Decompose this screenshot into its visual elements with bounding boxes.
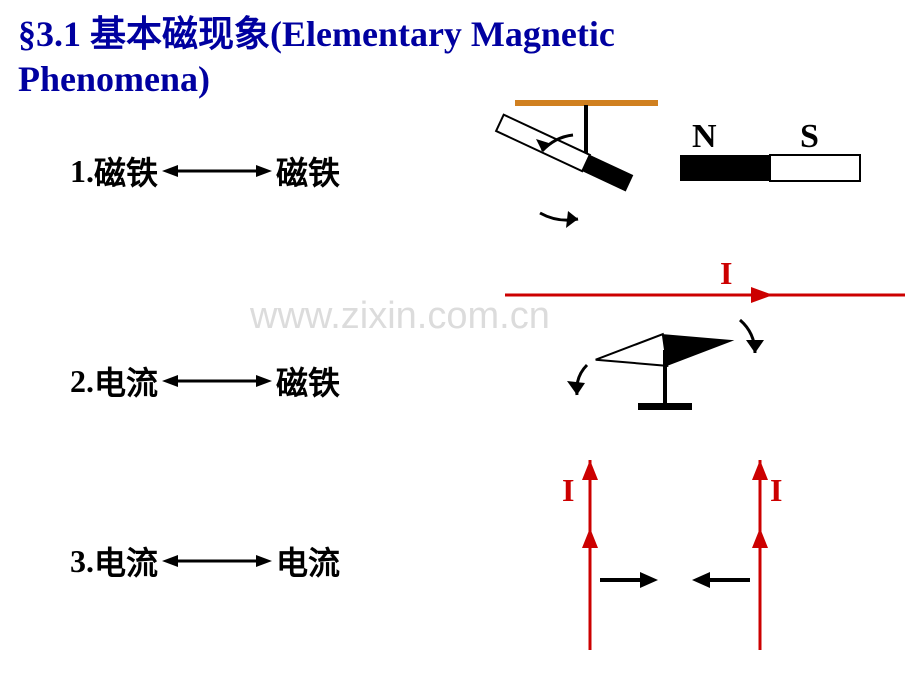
item1-arrow-icon — [162, 161, 272, 181]
label-I-left: I — [562, 472, 574, 509]
item1-left: 磁铁 — [94, 148, 158, 194]
item2-left: 电流 — [94, 358, 158, 404]
item1: 1. 磁铁 磁铁 — [70, 148, 340, 194]
section-title: §3.1 基本磁现象(Elementary Magnetic Phenomena… — [18, 12, 615, 102]
item3-arrow-icon — [162, 551, 272, 571]
item2: 2. 电流 磁铁 — [70, 358, 340, 404]
item3-left: 电流 — [94, 538, 158, 584]
diagram-magnet-magnet — [480, 95, 900, 245]
label-I-wire: I — [720, 255, 732, 292]
item2-right: 磁铁 — [276, 358, 340, 404]
item3: 3. 电流 电流 — [70, 538, 340, 584]
item1-right: 磁铁 — [276, 148, 340, 194]
label-S: S — [800, 118, 819, 156]
item2-arrow-icon — [162, 371, 272, 391]
item2-num: 2. — [70, 363, 94, 400]
item3-num: 3. — [70, 543, 94, 580]
item3-right: 电流 — [276, 538, 340, 584]
label-N: N — [692, 118, 717, 156]
diagram-current-current — [530, 450, 850, 660]
item1-num: 1. — [70, 153, 94, 190]
label-I-right: I — [770, 472, 782, 509]
diagram-current-magnet — [505, 255, 920, 435]
title-line1: §3.1 基本磁现象(Elementary Magnetic — [18, 12, 615, 57]
